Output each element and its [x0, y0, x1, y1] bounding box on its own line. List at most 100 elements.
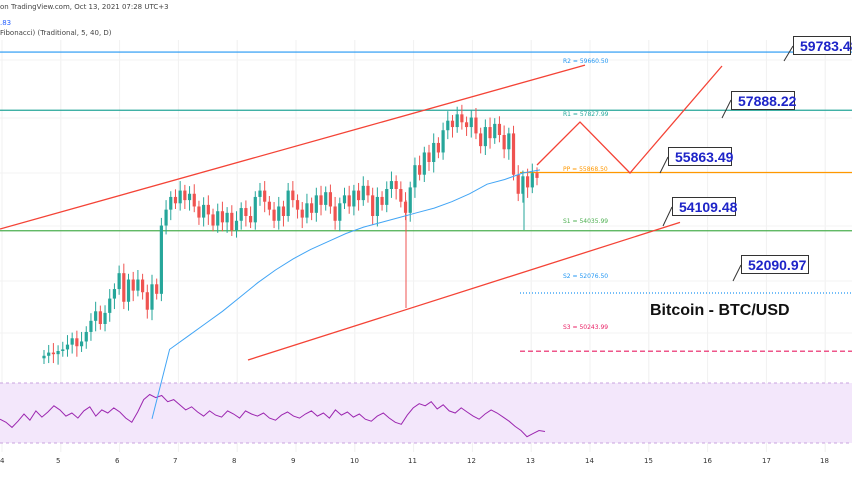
- x-tick-label: 10: [350, 457, 359, 465]
- candle-body: [375, 196, 379, 216]
- candle-body: [324, 192, 328, 205]
- candle-body: [173, 196, 178, 204]
- candle-body: [441, 130, 445, 153]
- candle-body: [422, 152, 426, 175]
- candle-body: [347, 195, 351, 207]
- candle-body: [483, 127, 487, 147]
- candle-body: [155, 284, 159, 294]
- candle-body: [380, 196, 384, 205]
- rsi-pane: [0, 382, 852, 444]
- x-tick-label: 4: [0, 457, 5, 465]
- candle-body: [234, 220, 239, 231]
- candle-body: [42, 355, 46, 359]
- moving-average-layer: [151, 169, 541, 420]
- candle-body: [244, 208, 248, 216]
- candle-body: [413, 165, 417, 188]
- candle-body: [450, 120, 455, 128]
- candle-body: [305, 203, 309, 218]
- pivot-label-s1: S1 = 54035.99: [563, 218, 609, 225]
- price-label-55863: 55863.49: [668, 147, 733, 166]
- candle-body: [65, 344, 70, 350]
- candle-body: [70, 338, 74, 345]
- candle-body: [220, 211, 225, 223]
- value-line: .83: [0, 19, 12, 27]
- candle-body: [192, 193, 196, 207]
- candle-body: [187, 193, 192, 201]
- candle-body: [108, 298, 112, 313]
- projection-path: [536, 65, 723, 174]
- candle-body: [126, 279, 131, 302]
- candle-body: [89, 320, 93, 332]
- candle-body: [117, 273, 121, 290]
- candle-body: [225, 212, 229, 223]
- candle-body: [521, 176, 525, 194]
- x-tick-label: 17: [762, 457, 771, 465]
- candle-body: [230, 212, 234, 231]
- candle-body: [526, 176, 530, 188]
- candle-body: [408, 187, 412, 213]
- candle-body: [277, 206, 281, 221]
- x-tick-label: 9: [291, 457, 296, 465]
- candle-body: [94, 311, 98, 321]
- candle-body: [98, 311, 102, 324]
- price-label-59783: 59783.48: [793, 36, 852, 55]
- candle-body: [460, 114, 464, 123]
- candle-body: [272, 209, 276, 221]
- candle-body: [446, 120, 450, 131]
- candle-body: [159, 225, 163, 294]
- channel-lower-line: [247, 221, 681, 361]
- candle-body: [488, 127, 492, 139]
- candle-body: [281, 206, 286, 216]
- label-connector: [659, 156, 669, 174]
- candle-body: [474, 117, 478, 134]
- candle-body: [310, 203, 314, 213]
- candle-body: [202, 204, 206, 218]
- candle-body: [75, 338, 79, 347]
- price-label-52090: 52090.97: [741, 255, 809, 274]
- candles-layer: [42, 104, 539, 365]
- pivot-label-s2: S2 = 52076.50: [563, 273, 609, 280]
- pivot-label-s3: S3 = 50243.99: [563, 324, 609, 331]
- x-tick-label: 15: [644, 457, 653, 465]
- candle-body: [338, 203, 342, 221]
- candle-body: [328, 192, 333, 207]
- x-tick-label: 14: [585, 457, 594, 465]
- candle-body: [211, 214, 215, 226]
- candle-body: [352, 190, 356, 207]
- candle-body: [122, 273, 126, 302]
- candle-body: [300, 209, 304, 218]
- candle-body: [131, 279, 135, 291]
- x-tick-label: 8: [232, 457, 237, 465]
- candle-body: [141, 279, 145, 293]
- candle-body: [197, 206, 201, 218]
- candle-body: [206, 204, 210, 215]
- candle-body: [342, 195, 347, 204]
- candle-body: [455, 114, 459, 128]
- candle-body: [216, 211, 220, 226]
- source-line: on TradingView.com, Oct 13, 2021 07:28 U…: [0, 3, 169, 11]
- candle-body: [51, 352, 55, 355]
- candle-body: [469, 117, 473, 128]
- candle-body: [103, 312, 107, 324]
- candle-body: [319, 195, 323, 205]
- candle-body: [432, 142, 436, 162]
- candle-body: [56, 351, 60, 355]
- candle-body: [333, 206, 337, 221]
- candle-body: [385, 189, 389, 205]
- candle-body: [136, 279, 140, 291]
- rsi-band: [0, 383, 852, 443]
- x-tick-label: 13: [526, 457, 535, 465]
- x-tick-label: 7: [173, 457, 178, 465]
- price-label-57888: 57888.22: [731, 91, 796, 110]
- candle-body: [366, 185, 370, 196]
- candle-body: [183, 190, 187, 201]
- pivot-label-r2: R2 = 59660.50: [563, 58, 609, 65]
- projection-layer: [536, 45, 794, 282]
- label-connector: [783, 45, 794, 62]
- price-label-54109: 54109.48: [672, 197, 737, 216]
- label-connector: [662, 206, 673, 227]
- candle-body: [258, 190, 262, 197]
- x-tick-label: 16: [703, 457, 712, 465]
